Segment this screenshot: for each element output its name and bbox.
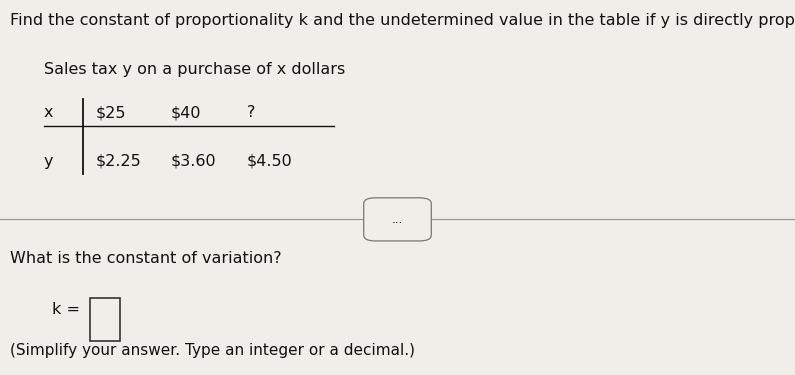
Text: ...: ... — [392, 213, 403, 226]
Text: $3.60: $3.60 — [171, 154, 216, 169]
Text: What is the constant of variation?: What is the constant of variation? — [10, 251, 281, 266]
Text: $25: $25 — [95, 105, 126, 120]
Text: $4.50: $4.50 — [246, 154, 293, 169]
Text: $2.25: $2.25 — [95, 154, 142, 169]
Text: y: y — [44, 154, 53, 169]
Bar — [90, 298, 120, 341]
Text: Find the constant of proportionality k and the undetermined value in the table i: Find the constant of proportionality k a… — [10, 13, 795, 28]
Text: (Simplify your answer. Type an integer or a decimal.): (Simplify your answer. Type an integer o… — [10, 343, 414, 358]
Text: $40: $40 — [171, 105, 201, 120]
Text: x: x — [44, 105, 53, 120]
Text: k =: k = — [52, 302, 85, 317]
Text: Sales tax y on a purchase of x dollars: Sales tax y on a purchase of x dollars — [44, 62, 345, 77]
Text: ?: ? — [246, 105, 255, 120]
FancyBboxPatch shape — [363, 198, 431, 241]
